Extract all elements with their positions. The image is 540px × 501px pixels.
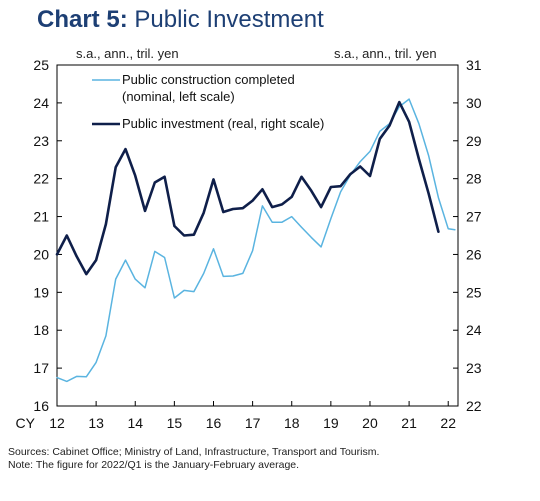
x-tick-label: 16 [206,415,222,431]
x-tick-label: 19 [323,415,339,431]
x-tick-label: 22 [440,415,456,431]
left-tick-label: 21 [33,209,49,225]
right-tick-label: 22 [466,398,482,414]
series-line-public-investment [55,100,440,276]
chart-title-prefix: Chart 5: [37,6,128,33]
note-footnote: Note: The figure for 2022/Q1 is the Janu… [8,459,300,471]
left-tick-label: 25 [33,57,49,73]
x-tick-label: 12 [49,415,65,431]
left-tick-label: 16 [33,398,49,414]
right-axis-unit: s.a., ann., tril. yen [334,46,437,61]
x-tick-label: 20 [362,415,378,431]
x-axis-prefix: CY [16,415,36,431]
left-tick-label: 20 [33,246,49,262]
right-tick-label: 23 [466,360,482,376]
left-tick-label: 18 [33,322,49,338]
series-line-public-construction [56,98,456,383]
x-tick-label: 13 [88,415,104,431]
x-tick-label: 17 [245,415,261,431]
plot-frame [56,64,459,407]
right-tick-label: 28 [466,171,482,187]
left-tick-label: 17 [33,360,49,376]
chart-title-text: Public Investment [134,6,324,33]
right-tick-label: 27 [466,209,482,225]
legend-label-public-construction-line2: (nominal, left scale) [122,89,235,104]
x-tick-label: 14 [127,415,143,431]
right-tick-label: 26 [466,246,482,262]
sources-footnote: Sources: Cabinet Office; Ministry of Lan… [8,446,380,458]
x-tick-label: 18 [284,415,300,431]
right-tick-label: 29 [466,133,482,149]
legend-label-public-investment: Public investment (real, right scale) [122,116,324,131]
left-tick-label: 24 [33,95,49,111]
left-tick-label: 22 [33,171,49,187]
left-tick-label: 19 [33,284,49,300]
right-tick-label: 30 [466,95,482,111]
chart-title: Chart 5: Public Investment [37,6,324,34]
right-tick-label: 25 [466,284,482,300]
left-axis-unit: s.a., ann., tril. yen [76,46,179,61]
x-tick-label: 15 [167,415,183,431]
x-tick-label: 21 [401,415,417,431]
left-tick-label: 23 [33,133,49,149]
right-tick-label: 24 [466,322,482,338]
right-tick-label: 31 [466,57,482,73]
legend-label-public-construction: Public construction completed [122,72,295,87]
